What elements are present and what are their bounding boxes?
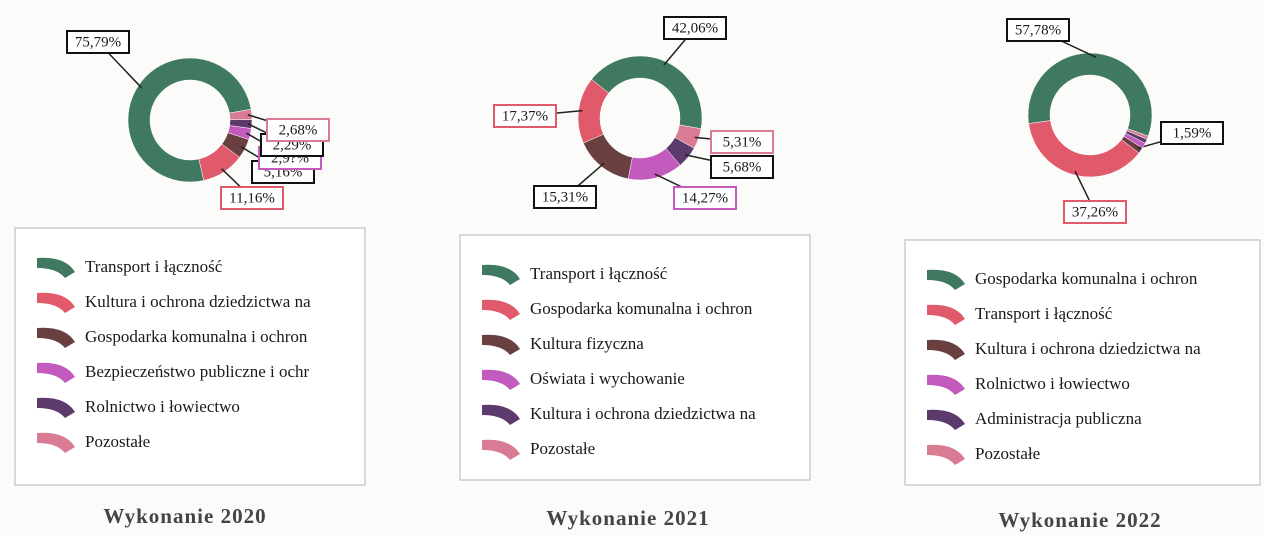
legend-swatch: [482, 439, 520, 460]
legend: Transport i łączność Kultura i ochrona dz…: [37, 257, 311, 453]
slice: [1126, 128, 1149, 140]
legend-swatch: [37, 257, 75, 278]
label-box: [710, 155, 774, 179]
label-box: [1006, 18, 1070, 42]
legend-swatch: [37, 327, 75, 348]
legend-label: Pozostałe: [85, 432, 150, 451]
label-box: [266, 118, 330, 142]
legend-swatch: [482, 334, 520, 355]
value-label: 15,31%: [542, 189, 588, 205]
legend-swatch: [37, 432, 75, 453]
legend-label: Transport i łączność: [975, 304, 1113, 323]
label-box: [710, 130, 774, 154]
legend-label: Transport i łączność: [530, 264, 668, 283]
legend-swatch: [482, 299, 520, 320]
slice: [674, 124, 702, 149]
legend-box: [904, 239, 1261, 486]
slice: [583, 133, 633, 180]
legend-box: [459, 234, 811, 481]
label-box: [673, 186, 737, 210]
value-label: 5,31%: [723, 134, 762, 150]
chart-title: Wykonanie 2020: [103, 504, 266, 528]
legend-label: Pozostałe: [530, 439, 595, 458]
legend-label: Gospodarka komunalna i ochron: [975, 269, 1198, 288]
value-label: 42,06%: [672, 20, 718, 36]
legend-label: Administracja publiczna: [975, 409, 1142, 428]
legend-label: Pozostałe: [975, 444, 1040, 463]
legend-swatch: [927, 374, 965, 395]
label-box: [220, 186, 284, 210]
legend-swatch: [37, 362, 75, 383]
legend-swatch: [482, 264, 520, 285]
label-box: [1160, 121, 1224, 145]
label-box: [1063, 200, 1127, 224]
value-label: 75,79%: [75, 34, 121, 50]
legend-label: Bezpieczeństwo publiczne i ochr: [85, 362, 310, 381]
label-box: [493, 104, 557, 128]
legend-swatch: [482, 369, 520, 390]
legend-swatch: [482, 404, 520, 425]
value-label: 14,27%: [682, 190, 728, 206]
slice: [1028, 120, 1140, 178]
value-label: 1,59%: [1173, 125, 1212, 141]
value-label: 11,16%: [229, 190, 275, 206]
legend-label: Kultura i ochrona dziedzictwa na: [85, 292, 311, 311]
legend-swatch: [927, 269, 965, 290]
chart-title: Wykonanie 2021: [546, 506, 709, 530]
legend-label: Kultura i ochrona dziedzictwa na: [975, 339, 1201, 358]
legend-label: Gospodarka komunalna i ochron: [530, 299, 753, 318]
legend-label: Gospodarka komunalna i ochron: [85, 327, 308, 346]
legend: Gospodarka komunalna i ochron Transport i…: [927, 269, 1201, 465]
value-label: 5,68%: [723, 159, 762, 175]
legend: Transport i łączność Gospodarka komunalna…: [482, 264, 756, 460]
label-box: [533, 185, 597, 209]
legend-swatch: [927, 444, 965, 465]
legend-label: Rolnictwo i łowiectwo: [85, 397, 240, 416]
label-box: [663, 16, 727, 40]
legend-swatch: [927, 339, 965, 360]
legend-label: Kultura fizyczna: [530, 334, 644, 353]
legend-swatch: [37, 397, 75, 418]
value-label: 37,26%: [1072, 204, 1118, 220]
value-label: 57,78%: [1015, 22, 1061, 38]
legend-label: Transport i łączność: [85, 257, 223, 276]
legend-label: Oświata i wychowanie: [530, 369, 685, 388]
legend-swatch: [927, 409, 965, 430]
legend-label: Kultura i ochrona dziedzictwa na: [530, 404, 756, 423]
legend-label: Rolnictwo i łowiectwo: [975, 374, 1130, 393]
label-box: [66, 30, 130, 54]
slice: [127, 57, 252, 183]
value-label: 2,68%: [279, 122, 318, 138]
value-label: 17,37%: [502, 108, 548, 124]
chart-title: Wykonanie 2022: [998, 508, 1161, 532]
legend-swatch: [927, 304, 965, 325]
legend-swatch: [37, 292, 75, 313]
